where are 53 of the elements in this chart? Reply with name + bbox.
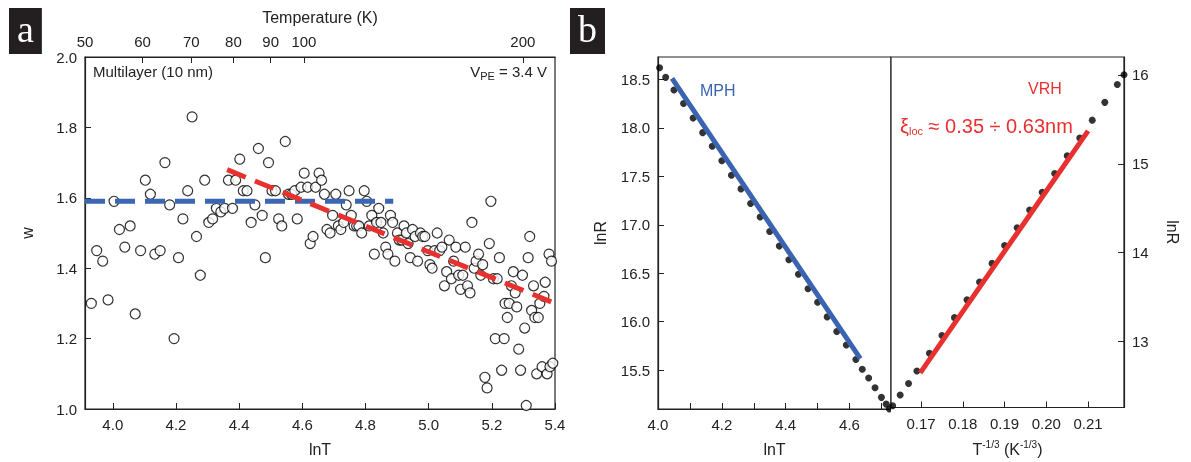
text: b bbox=[578, 8, 597, 50]
y2-axis-title: lnR bbox=[1163, 220, 1181, 245]
y-tick-label: 2.0 bbox=[56, 48, 77, 66]
text: a bbox=[17, 8, 34, 50]
x2-axis-title: Temperature (K) bbox=[262, 8, 378, 26]
y-tick-label: 17.0 bbox=[620, 216, 650, 234]
x-tick-label: 4.6 bbox=[291, 416, 313, 433]
y-tick-label: 1.4 bbox=[56, 259, 77, 277]
x2-tick-label: 90 bbox=[262, 33, 280, 50]
x-tick-label: 4.8 bbox=[355, 416, 376, 433]
x2-tick-label: 100 bbox=[291, 33, 317, 50]
x-axis-title: lnT bbox=[763, 440, 786, 458]
annotation: ξloc ≈ 0.35 ÷ 0.63nm bbox=[900, 115, 1073, 137]
x-tick-label: 4.0 bbox=[647, 416, 669, 433]
x-tick-label: 0.20 bbox=[1031, 414, 1061, 432]
x-tick-label: 4.0 bbox=[102, 416, 124, 433]
y-tick-label: 15.5 bbox=[620, 361, 650, 379]
x2-tick-label: 80 bbox=[225, 33, 242, 50]
text: VRH bbox=[1028, 80, 1062, 98]
y-tick-label: 16.5 bbox=[620, 264, 650, 282]
x-tick-label: 5.2 bbox=[481, 416, 503, 433]
x-tick-label: 4.2 bbox=[711, 416, 733, 433]
y-tick-label: 1.6 bbox=[56, 189, 77, 207]
y2-tick-label: 15 bbox=[1132, 155, 1149, 173]
y-axis-title: lnR bbox=[591, 220, 609, 246]
x-tick-label: 0.17 bbox=[906, 414, 936, 432]
x-tick-label: 5.0 bbox=[418, 416, 440, 433]
x2-tick-label: 70 bbox=[182, 33, 200, 50]
y-axis-title: w bbox=[18, 226, 36, 240]
x-tick-label: 4.4 bbox=[775, 416, 797, 433]
y-tick-label: 17.5 bbox=[620, 167, 650, 185]
x2-tick-label: 60 bbox=[134, 33, 151, 50]
y2-tick-label: 16 bbox=[1132, 66, 1149, 84]
series-label: MPH bbox=[700, 81, 736, 99]
annotation: Multilayer (10 nm) bbox=[93, 63, 214, 80]
x-tick-label: 4.6 bbox=[839, 416, 860, 433]
y2-tick-label: 13 bbox=[1132, 333, 1149, 351]
x-tick-label: 5.4 bbox=[544, 416, 566, 433]
x2-tick-label: 50 bbox=[76, 33, 94, 50]
x2-tick-label: 200 bbox=[510, 33, 536, 50]
x-axis-title: lnT bbox=[308, 440, 332, 458]
y-tick-label: 18.5 bbox=[620, 70, 650, 88]
y2-tick-label: 14 bbox=[1132, 244, 1149, 262]
x-tick-label: 4.4 bbox=[228, 416, 250, 433]
x-tick-label: 0.21 bbox=[1073, 414, 1103, 432]
y-tick-label: 1.0 bbox=[56, 400, 77, 418]
x-tick-label: 0.19 bbox=[989, 414, 1020, 432]
x-tick-label: 4.2 bbox=[165, 416, 187, 433]
y-tick-label: 1.8 bbox=[56, 118, 77, 136]
y-tick-label: 18.0 bbox=[620, 119, 650, 137]
y-tick-label: 1.2 bbox=[56, 330, 77, 348]
y-tick-label: 16.0 bbox=[620, 313, 650, 331]
x-tick-label: 0.18 bbox=[948, 414, 978, 432]
